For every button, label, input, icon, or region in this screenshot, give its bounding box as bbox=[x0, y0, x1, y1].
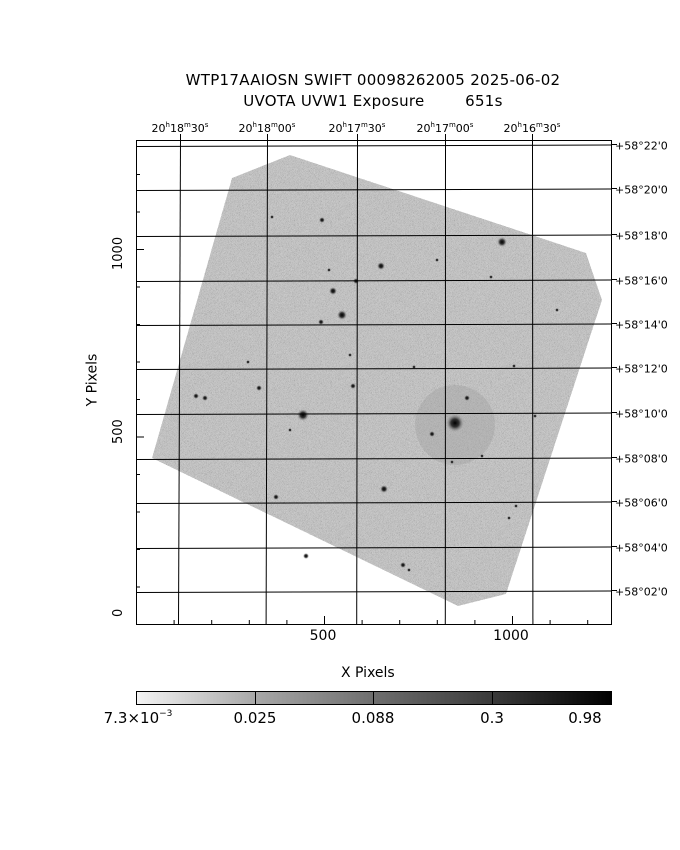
colorbar-ticks bbox=[255, 691, 493, 704]
image-title-line1: WTP17AAIOSN SWIFT 00098262005 2025-06-02 bbox=[185, 71, 561, 89]
dec-grid-line bbox=[135, 188, 612, 191]
axis-ticks bbox=[136, 174, 589, 625]
point-source bbox=[480, 454, 484, 458]
ra-grid-line bbox=[265, 139, 268, 625]
y-tick-label: 500 bbox=[111, 419, 126, 444]
x-axis-title: X Pixels bbox=[341, 665, 395, 681]
point-source bbox=[318, 319, 324, 325]
point-source bbox=[400, 562, 406, 568]
point-source bbox=[350, 383, 356, 389]
point-source bbox=[533, 414, 537, 418]
point-source bbox=[270, 215, 274, 219]
dec-grid-line bbox=[135, 367, 612, 370]
point-source bbox=[507, 516, 511, 520]
dec-grid-line bbox=[135, 457, 612, 460]
ra-tick-label: 20h17m00s bbox=[416, 121, 474, 135]
point-source bbox=[337, 310, 347, 320]
dec-grid-line bbox=[135, 234, 612, 237]
dec-grid-line bbox=[135, 546, 612, 549]
colorbar-label: 0.088 bbox=[351, 709, 395, 727]
colorbar-label: 0.025 bbox=[233, 709, 277, 727]
dec-grid-line bbox=[135, 323, 612, 326]
star-field bbox=[193, 215, 559, 572]
point-source bbox=[273, 494, 279, 500]
field-of-view bbox=[152, 155, 602, 606]
dec-grid-line bbox=[135, 412, 612, 415]
dec-tick-label: +58°04'0 bbox=[615, 541, 668, 555]
dec-grid-line bbox=[135, 501, 612, 504]
dec-tick-label: +58°22'0 bbox=[615, 139, 668, 153]
point-source bbox=[464, 395, 470, 401]
dec-grid-line bbox=[135, 144, 612, 147]
dec-tick-label: +58°14'0 bbox=[615, 318, 668, 332]
point-source bbox=[202, 395, 208, 401]
point-source bbox=[303, 553, 309, 559]
x-tick-label: 500 bbox=[309, 628, 337, 644]
point-source bbox=[348, 353, 352, 357]
dec-grid-line bbox=[135, 279, 612, 282]
y-axis-title: Y Pixels bbox=[84, 353, 101, 407]
point-source bbox=[319, 217, 325, 223]
dec-tick-label: +58°06'0 bbox=[615, 496, 668, 510]
point-source bbox=[435, 258, 439, 262]
ra-tick-label: 20h18m00s bbox=[238, 121, 296, 135]
y-tick-label: 1000 bbox=[111, 236, 126, 270]
dec-grid-line bbox=[135, 590, 612, 593]
ra-grid-line bbox=[178, 139, 181, 625]
point-source bbox=[256, 385, 262, 391]
point-source bbox=[489, 275, 493, 279]
point-source bbox=[246, 360, 250, 364]
colorbar-label-min: 7.3×10−3 bbox=[103, 709, 173, 727]
dec-tick-label: +58°08'0 bbox=[615, 452, 668, 466]
x-tick-label: 1000 bbox=[493, 628, 529, 644]
coordinate-grid bbox=[135, 134, 617, 625]
dec-tick-label: +58°02'0 bbox=[615, 585, 668, 599]
point-source bbox=[450, 460, 454, 464]
ra-tick-label: 20h18m30s bbox=[151, 121, 209, 135]
point-source bbox=[380, 485, 388, 493]
dec-tick-label: +58°20'0 bbox=[615, 183, 668, 197]
dec-tick-label: +58°12'0 bbox=[615, 362, 668, 376]
point-source bbox=[497, 237, 507, 247]
colorbar-label: 0.3 bbox=[480, 709, 504, 727]
point-source bbox=[412, 365, 416, 369]
point-source bbox=[446, 414, 464, 432]
dec-tick-label: +58°16'0 bbox=[615, 274, 668, 288]
dec-tick-label: +58°18'0 bbox=[615, 229, 668, 243]
y-tick-label: 0 bbox=[111, 608, 126, 617]
point-source bbox=[288, 428, 292, 432]
plot-frame bbox=[136, 140, 612, 625]
ra-tick-label: 20h17m30s bbox=[328, 121, 386, 135]
image-title-line2: UVOTA UVW1 Exposure 651s bbox=[243, 92, 503, 110]
point-source bbox=[377, 262, 385, 270]
ra-tick-label: 20h16m30s bbox=[503, 121, 561, 135]
ra-grid-line bbox=[356, 139, 358, 625]
point-source bbox=[327, 268, 331, 272]
point-source bbox=[555, 308, 559, 312]
colorbar-label: 0.98 bbox=[568, 709, 602, 727]
point-source bbox=[407, 568, 411, 572]
dec-tick-label: +58°10'0 bbox=[615, 407, 668, 421]
point-source bbox=[329, 287, 337, 295]
point-source bbox=[514, 504, 518, 508]
point-source bbox=[193, 393, 199, 399]
point-source bbox=[429, 431, 435, 437]
point-source bbox=[297, 409, 309, 421]
point-source bbox=[512, 364, 516, 368]
